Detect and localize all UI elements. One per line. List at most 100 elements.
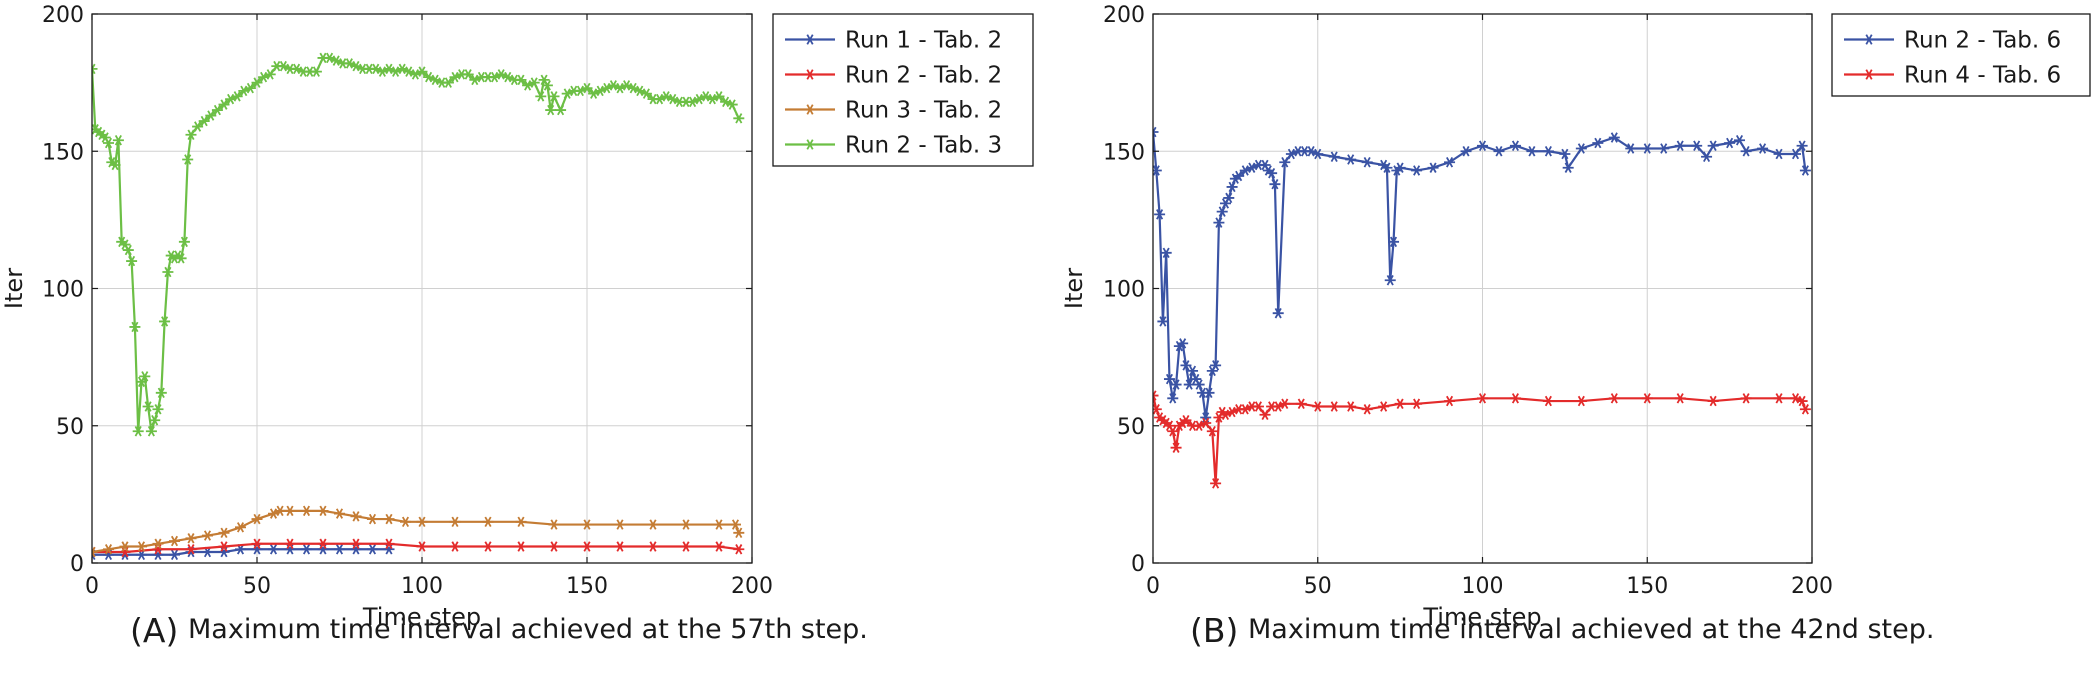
data-point [132, 426, 144, 437]
data-point [515, 541, 527, 552]
data-point [1345, 401, 1357, 412]
data-point [152, 544, 164, 555]
data-point [205, 110, 217, 121]
data-point [218, 541, 230, 552]
data-point [1216, 206, 1228, 217]
data-point [317, 505, 329, 517]
data-point [535, 91, 547, 102]
data-point [1608, 132, 1620, 143]
data-point [647, 519, 659, 530]
data-point [264, 69, 276, 80]
data-point [1183, 379, 1195, 390]
data-point [1312, 148, 1324, 160]
data-point [416, 516, 428, 528]
data-point [1608, 393, 1620, 404]
data-point [548, 541, 560, 552]
data-point [92, 546, 98, 558]
data-point [442, 77, 454, 88]
caption-text: Maximum time interval achieved at the 57… [188, 614, 868, 645]
data-point [1170, 442, 1182, 453]
data-point [1799, 404, 1811, 415]
data-point [1233, 170, 1245, 182]
legend-entry: Run 2 - Tab. 3 [785, 133, 1002, 159]
data-point [119, 541, 131, 552]
data-point [1477, 393, 1488, 404]
data-point [92, 63, 98, 75]
data-point [581, 82, 593, 94]
data-point [1361, 404, 1373, 415]
data-point [1153, 126, 1159, 138]
data-point [244, 82, 256, 94]
legend-label: Run 2 - Tab. 6 [1904, 28, 2061, 54]
legend-swatch-marker [804, 139, 816, 150]
data-point [159, 316, 171, 327]
data-point [182, 154, 194, 165]
plot-area [92, 52, 745, 560]
data-point [1206, 426, 1218, 437]
y-tick-label: 50 [56, 415, 84, 440]
legend-entry: Run 1 - Tab. 2 [785, 28, 1002, 54]
y-tick-label: 100 [42, 278, 84, 303]
data-point [1493, 146, 1505, 157]
data-point [1625, 143, 1637, 154]
data-point [1167, 393, 1179, 404]
data-point [152, 549, 164, 560]
data-point [149, 415, 161, 426]
x-tick-label: 200 [731, 574, 773, 599]
data-point [548, 519, 560, 530]
data-point [1444, 395, 1456, 407]
data-point [1279, 156, 1291, 168]
data-point [1394, 162, 1406, 173]
legend-label: Run 1 - Tab. 2 [845, 28, 1002, 54]
data-point [1200, 417, 1212, 429]
data-point [1427, 162, 1439, 173]
data-point [680, 541, 692, 552]
data-point [1674, 393, 1686, 404]
data-point [581, 519, 593, 530]
data-point [1153, 404, 1162, 415]
data-point [1658, 143, 1670, 154]
data-point [1210, 478, 1222, 489]
data-point [155, 387, 167, 399]
data-point [350, 511, 362, 522]
data-point [726, 99, 738, 110]
data-point [1740, 393, 1752, 404]
data-point [317, 538, 329, 550]
y-tick-label: 100 [1103, 278, 1145, 303]
series-1 [1153, 126, 1811, 423]
data-point [1210, 360, 1222, 371]
data-point [185, 544, 197, 555]
legend-swatch-marker [804, 104, 816, 115]
data-point [139, 371, 151, 382]
data-point [1163, 373, 1175, 385]
data-point [162, 266, 174, 278]
data-point [1154, 209, 1166, 220]
data-point [231, 91, 243, 102]
data-point [152, 404, 164, 415]
data-point [178, 236, 190, 248]
data-point [1312, 401, 1324, 412]
data-point [1444, 156, 1456, 168]
caption-label: (A) [130, 611, 178, 650]
data-point [112, 135, 124, 146]
data-point [175, 253, 187, 264]
data-point [1269, 178, 1281, 190]
data-point [614, 541, 626, 552]
data-point [1575, 395, 1587, 407]
data-point [251, 513, 263, 525]
data-point [1773, 148, 1785, 160]
data-point [317, 544, 329, 555]
series-line [1153, 131, 1807, 419]
data-point [733, 527, 745, 539]
data-point [1740, 146, 1752, 157]
data-point [1361, 156, 1373, 168]
data-point [545, 104, 557, 116]
data-point [301, 505, 312, 517]
data-point [1180, 415, 1192, 426]
data-point [1796, 395, 1808, 407]
data-point [169, 535, 180, 547]
data-point [1724, 137, 1736, 149]
legend-box [1831, 13, 2091, 97]
data-point [1279, 398, 1291, 410]
legend-swatch-marker [1863, 69, 1875, 80]
